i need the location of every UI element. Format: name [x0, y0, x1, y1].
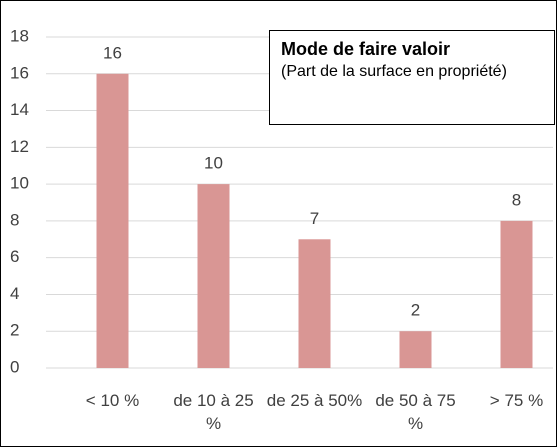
x-tick-label: de 25 à 50% — [266, 391, 363, 410]
chart-title: Mode de faire valoir — [281, 39, 451, 59]
y-tick-label: 18 — [10, 26, 29, 45]
bar — [399, 331, 432, 368]
title-box: Mode de faire valoir (Part de la surface… — [269, 30, 555, 125]
x-tick-label: de 10 à 25 % — [173, 391, 254, 433]
y-tick-label: 8 — [10, 210, 19, 229]
y-tick-label: 10 — [10, 174, 29, 193]
x-tick-label: de 50 à 75 % — [375, 391, 456, 433]
value-label: 10 — [204, 154, 223, 173]
y-tick-label: 0 — [10, 357, 19, 376]
x-tick-label: < 10 % — [85, 391, 140, 410]
bar — [500, 220, 533, 368]
bar — [197, 184, 230, 368]
value-label: 8 — [512, 190, 521, 209]
value-label: 7 — [310, 209, 319, 228]
value-label: 2 — [411, 301, 420, 320]
x-tick-label: > 75 % — [489, 391, 544, 410]
y-tick-label: 16 — [10, 63, 29, 82]
bar — [96, 73, 129, 369]
y-tick-label: 2 — [10, 321, 19, 340]
value-label: 16 — [103, 43, 122, 62]
y-tick-label: 14 — [10, 100, 29, 119]
y-tick-label: 6 — [10, 247, 19, 266]
y-tick-label: 4 — [10, 284, 19, 303]
bar — [298, 239, 331, 368]
y-tick-label: 12 — [10, 137, 29, 156]
chart-subtitle: (Part de la surface en propriété) — [281, 63, 507, 80]
